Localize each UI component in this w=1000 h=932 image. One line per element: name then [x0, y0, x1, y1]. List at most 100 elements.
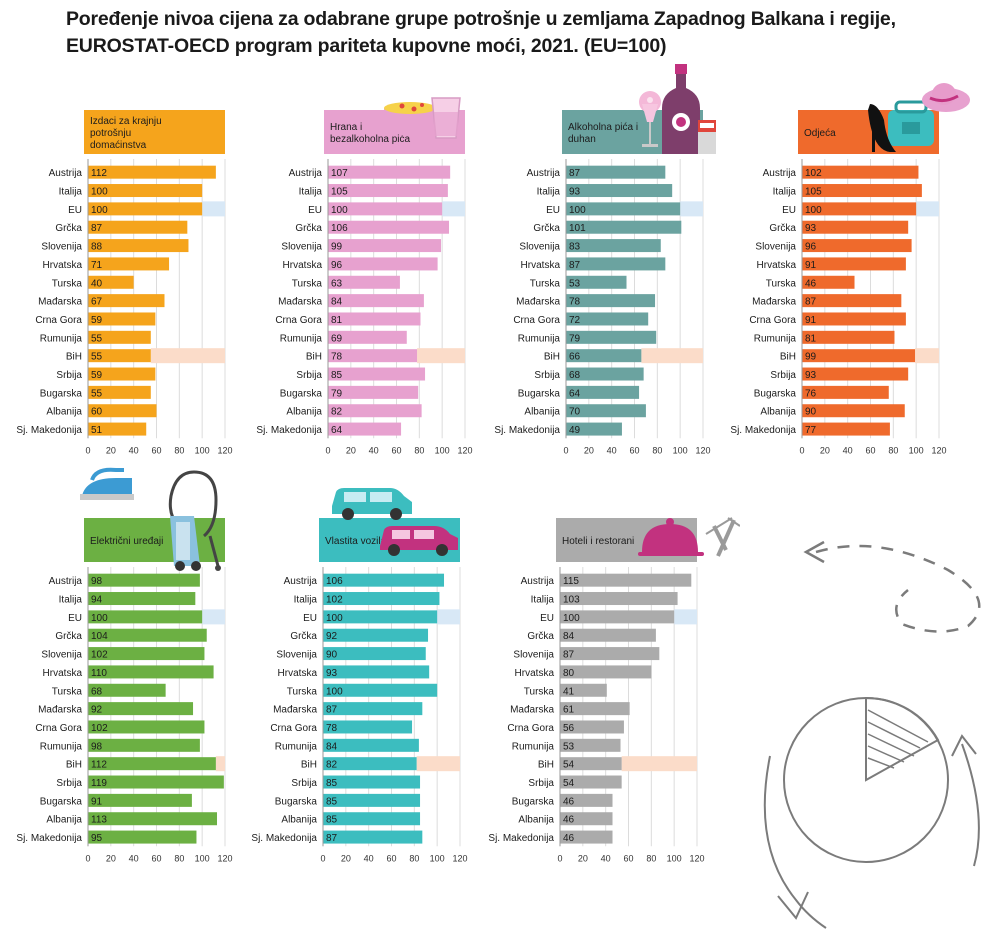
- bar: [802, 330, 895, 344]
- tick-label: 40: [369, 445, 379, 455]
- tick-label: 0: [320, 853, 325, 863]
- tick-label: 20: [820, 445, 830, 455]
- category-label: Grčka: [295, 223, 322, 234]
- bar-value-label: 115: [563, 576, 579, 587]
- bar-value-label: 105: [331, 187, 348, 198]
- category-label: Hrvatska: [283, 260, 323, 271]
- bar: [328, 385, 419, 399]
- bar: [566, 385, 640, 399]
- category-label: Srbija: [291, 778, 317, 789]
- bar-value-label: 102: [326, 595, 343, 606]
- category-label: Sj. Makedonija: [730, 425, 796, 436]
- category-label: BiH: [66, 352, 82, 363]
- bar-value-label: 83: [569, 242, 581, 253]
- bar-value-label: 85: [326, 796, 338, 807]
- tick-label: 80: [174, 853, 184, 863]
- bar-value-label: 54: [563, 760, 575, 771]
- bar: [802, 422, 890, 436]
- bar-value-label: 107: [331, 168, 348, 179]
- category-label: Slovenija: [281, 242, 322, 253]
- tick-label: 80: [646, 853, 656, 863]
- bar: [88, 220, 188, 234]
- bar: [88, 647, 205, 661]
- category-label: Srbija: [770, 370, 796, 381]
- bar-value-label: 103: [563, 595, 580, 606]
- bar: [566, 202, 681, 216]
- tick-label: 100: [673, 445, 688, 455]
- category-label: Austrija: [284, 576, 318, 587]
- bar-value-label: 78: [569, 297, 581, 308]
- bar-value-label: 100: [563, 613, 580, 624]
- bar-value-label: 105: [805, 187, 822, 198]
- bih-highlight: [621, 756, 697, 772]
- bar-value-label: 53: [563, 741, 575, 752]
- bar-value-label: 93: [569, 187, 581, 198]
- bar: [560, 775, 622, 789]
- category-label: Austrija: [527, 168, 561, 179]
- tick-label: 60: [386, 853, 396, 863]
- bar-value-label: 81: [331, 315, 343, 326]
- category-label: Mađarska: [38, 705, 82, 716]
- bar-value-label: 80: [563, 668, 575, 679]
- bar-value-label: 55: [91, 388, 103, 399]
- bar: [88, 404, 157, 418]
- tick-label: 20: [341, 853, 351, 863]
- bar-value-label: 100: [91, 613, 108, 624]
- bar-value-label: 98: [91, 576, 103, 587]
- bar: [802, 367, 909, 381]
- chart-title: Poređenje nivoa cijena za odabrane grupe…: [66, 6, 966, 60]
- bar: [328, 367, 426, 381]
- bar-value-label: 79: [569, 333, 581, 344]
- tick-label: 100: [909, 445, 924, 455]
- bar: [560, 573, 692, 587]
- bar: [802, 202, 917, 216]
- bar: [566, 404, 646, 418]
- restaurant-icon: [638, 517, 740, 557]
- bih-highlight: [915, 348, 939, 364]
- category-label: Crna Gora: [35, 315, 82, 326]
- bar: [88, 275, 134, 289]
- bar: [323, 793, 421, 807]
- clothing-icon: [868, 83, 970, 152]
- bar: [88, 738, 200, 752]
- bar: [88, 683, 166, 697]
- bar: [566, 239, 661, 253]
- bar: [88, 367, 156, 381]
- bar: [323, 757, 417, 771]
- category-label: Crna Gora: [275, 315, 322, 326]
- chart-title-line1: Poređenje nivoa cijena za odabrane grupe…: [66, 8, 896, 30]
- tick-label: 0: [85, 445, 90, 455]
- bih-highlight: [641, 348, 703, 364]
- category-label: Rumunija: [280, 333, 323, 344]
- bar-value-label: 96: [805, 242, 817, 253]
- bar-value-label: 91: [805, 260, 817, 271]
- bar: [323, 592, 440, 606]
- bar: [328, 202, 443, 216]
- panel-title-box: [84, 518, 225, 562]
- category-label: Slovenija: [519, 242, 560, 253]
- panel-title: Hoteli i restorani: [562, 536, 634, 547]
- bar-value-label: 64: [331, 425, 343, 436]
- category-label: Srbija: [56, 778, 82, 789]
- category-label: Mađarska: [516, 297, 560, 308]
- bar-value-label: 49: [569, 425, 581, 436]
- panel-title: Alkoholna pića i duhan: [568, 122, 638, 145]
- bar-value-label: 82: [331, 407, 343, 418]
- bar-value-label: 95: [91, 833, 103, 844]
- bar: [802, 239, 912, 253]
- bar-value-label: 93: [326, 668, 338, 679]
- bar-value-label: 71: [91, 260, 103, 271]
- bar-value-label: 63: [331, 278, 343, 289]
- category-label: Turska: [766, 278, 797, 289]
- category-label: Hrvatska: [515, 668, 555, 679]
- category-label: Hrvatska: [278, 668, 318, 679]
- bar: [88, 385, 151, 399]
- bar-value-label: 90: [805, 407, 817, 418]
- bar-value-label: 76: [805, 388, 817, 399]
- tick-label: 40: [364, 853, 374, 863]
- eu-highlight: [442, 201, 465, 217]
- bar: [802, 385, 889, 399]
- category-label: Mađarska: [278, 297, 322, 308]
- category-label: Austrija: [521, 576, 555, 587]
- category-label: Slovenija: [276, 650, 317, 661]
